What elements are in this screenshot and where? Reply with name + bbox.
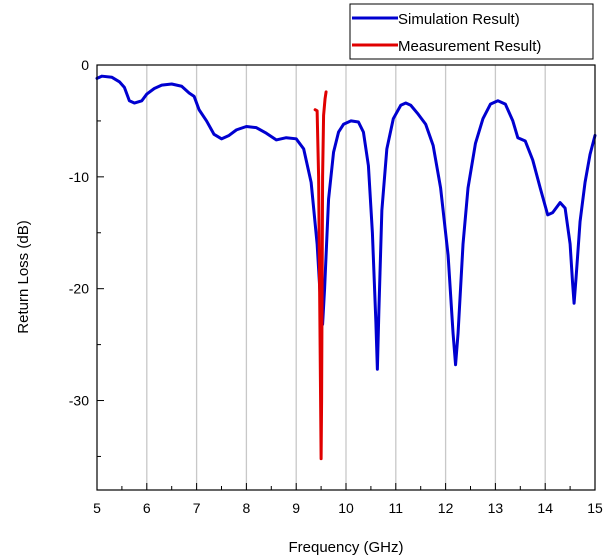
legend: Simulation Result) Measurement Result) — [349, 3, 594, 60]
series-line-measurement — [313, 90, 328, 461]
x-tick-label: 11 — [389, 500, 404, 516]
y-tick-label: -10 — [69, 169, 89, 185]
y-axis-label: Return Loss (dB) — [15, 220, 32, 333]
x-tick-label: 10 — [338, 500, 354, 516]
series-layer — [95, 74, 597, 461]
legend-label-simulation: Simulation Result) — [398, 11, 520, 28]
x-tick-label: 7 — [193, 500, 201, 516]
x-tick-label: 9 — [292, 500, 300, 516]
x-tick-label: 15 — [587, 500, 603, 516]
x-axis-label: Frequency (GHz) — [288, 539, 403, 556]
y-tick-label: -30 — [69, 393, 89, 409]
x-tick-label: 14 — [537, 500, 553, 516]
legend-label-measurement: Measurement Result) — [398, 38, 541, 55]
x-tick-label: 13 — [488, 500, 504, 516]
x-tick-label: 8 — [243, 500, 251, 516]
x-tick-label: 12 — [438, 500, 454, 516]
axis-ticks — [96, 64, 596, 490]
y-tick-label: 0 — [81, 57, 89, 73]
legend-box — [349, 3, 594, 60]
x-tick-label: 5 — [93, 500, 101, 516]
grid-lines — [146, 65, 546, 490]
y-tick-label: -20 — [69, 281, 89, 297]
series-line-simulation — [95, 74, 597, 371]
x-tick-label: 6 — [143, 500, 151, 516]
